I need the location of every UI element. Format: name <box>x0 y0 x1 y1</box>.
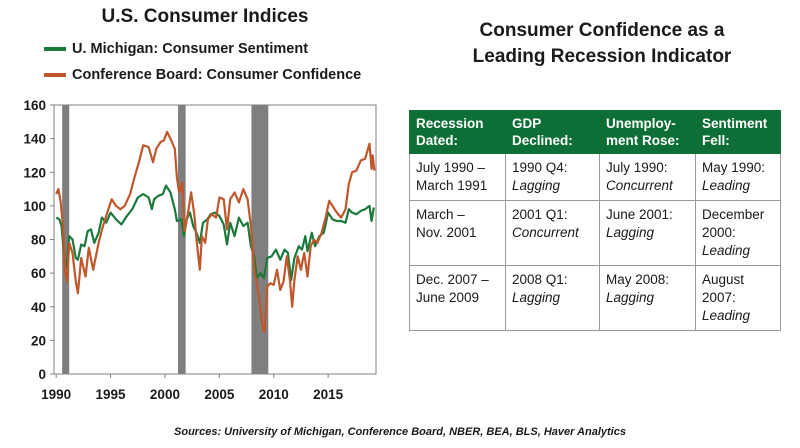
table-body: July 1990 – March 1991 1990 Q4: Lagging July… <box>409 153 781 331</box>
x-tick-label: 2015 <box>313 387 344 402</box>
table-row: March – Nov. 2001 2001 Q1: Concurrent June 2… <box>409 200 781 266</box>
cell-text: 2001 Q1: <box>512 207 568 222</box>
y-tick-label: 160 <box>23 98 46 113</box>
x-tick-label: 1990 <box>41 387 71 402</box>
table-header-cell: GDP Declined: <box>505 110 600 154</box>
cell-timing: Leading <box>702 178 751 193</box>
cell-timing: Lagging <box>512 178 561 193</box>
x-tick-label: 2010 <box>259 387 289 402</box>
cell-text: May 1990: <box>702 160 766 175</box>
y-tick-label: 0 <box>38 367 46 382</box>
series-line-conference-board <box>55 130 376 334</box>
cell-text: 2000: <box>702 225 736 240</box>
cell-text: 2008 Q1: <box>512 272 568 287</box>
header-line: ment Rose: <box>606 133 680 148</box>
table-row: Dec. 2007 – June 2009 2008 Q1: Lagging May 2… <box>409 265 781 331</box>
legend-swatch-michigan <box>44 47 66 51</box>
legend-entry-michigan: U. Michigan: Consumer Sentiment <box>44 40 308 58</box>
y-tick-label: 100 <box>23 199 46 214</box>
cell-timing: Leading <box>702 243 751 258</box>
y-tick-label: 80 <box>31 233 46 248</box>
cell-timing: Concurrent <box>606 178 673 193</box>
table-cell: June 2001: Lagging <box>599 200 696 266</box>
recession-band <box>62 105 70 374</box>
cell-text: Dec. 2007 – <box>416 272 489 287</box>
legend-label-conference-board: Conference Board: Consumer Confidence <box>72 67 362 83</box>
table-panel-title-line: Leading Recession Indicator <box>472 46 732 67</box>
table-cell: March – Nov. 2001 <box>409 200 506 266</box>
line-chart: 0 20 40 60 80 100 120 140 160 1990 1995 2000 2005 201… <box>23 98 377 402</box>
table-cell: July 1990 – March 1991 <box>409 153 506 201</box>
table-row: July 1990 – March 1991 1990 Q4: Lagging July… <box>409 153 781 201</box>
cell-text: July 1990 – <box>416 160 486 175</box>
table-cell: May 2008: Lagging <box>599 265 696 331</box>
header-line: Fell: <box>702 133 730 148</box>
cell-text: June 2009 <box>416 290 480 305</box>
table-cell: December 2000: Leading <box>695 200 781 266</box>
recession-band <box>178 105 186 374</box>
header-line: GDP <box>512 116 542 131</box>
header-line: Sentiment <box>702 116 768 131</box>
legend-label-michigan: U. Michigan: Consumer Sentiment <box>72 41 309 57</box>
series-line-michigan <box>55 184 375 281</box>
table-panel-title-line: Consumer Confidence as a <box>479 20 725 41</box>
table-cell: 1990 Q4: Lagging <box>505 153 600 201</box>
cell-text: December <box>702 207 765 222</box>
table-header-cell: Unemploy-ment Rose: <box>599 110 696 154</box>
cell-timing: Lagging <box>606 225 655 240</box>
cell-text: March – <box>416 207 465 222</box>
table-cell: August 2007: Leading <box>695 265 781 331</box>
table-cell: Dec. 2007 – June 2009 <box>409 265 506 331</box>
table-header-cell: Recession Dated: <box>409 110 506 154</box>
cell-timing: Leading <box>702 308 751 323</box>
x-tick-label: 1995 <box>96 387 127 402</box>
table-cell: July 1990: Concurrent <box>599 153 696 201</box>
header-line: Unemploy- <box>606 116 676 131</box>
cell-text: May 2008: <box>606 272 670 287</box>
table-panel-title: Consumer Confidence as a Leading Recessi… <box>412 18 792 70</box>
y-tick-label: 60 <box>31 266 46 281</box>
legend-swatch-conference-board <box>44 73 66 77</box>
header-line: Dated: <box>416 133 459 148</box>
header-line: Recession <box>416 116 484 131</box>
source-note: Sources: University of Michigan, Confere… <box>174 426 626 438</box>
y-tick-label: 120 <box>23 165 46 180</box>
table-header-row: Recession Dated: GDP Declined: Unemploy-ment… <box>409 110 781 154</box>
cell-text: Nov. 2001 <box>416 225 477 240</box>
x-tick-label: 2000 <box>150 387 180 402</box>
cell-text: July 1990: <box>606 160 668 175</box>
recession-indicator-table: Recession Dated: GDP Declined: Unemploy-ment… <box>409 110 781 331</box>
y-tick-label: 20 <box>31 333 46 348</box>
header-line: Declined: <box>512 133 573 148</box>
cell-text: June 2001: <box>606 207 673 222</box>
cell-text: March 1991 <box>416 178 488 193</box>
cell-timing: Lagging <box>606 290 655 305</box>
y-tick-label: 40 <box>31 300 46 315</box>
cell-text: 2007: <box>702 290 736 305</box>
cell-timing: Concurrent <box>512 225 579 240</box>
cell-text: August <box>702 272 745 287</box>
y-tick-label: 140 <box>23 132 46 147</box>
table-cell: 2001 Q1: Concurrent <box>505 200 600 266</box>
table-cell: May 1990: Leading <box>695 153 781 201</box>
table-header-cell: Sentiment Fell: <box>695 110 781 154</box>
plot-frame <box>53 104 377 375</box>
x-tick-label: 2005 <box>204 387 235 402</box>
chart-title: U.S. Consumer Indices <box>101 6 309 27</box>
recession-band <box>251 105 269 374</box>
table-cell: 2008 Q1: Lagging <box>505 265 600 331</box>
cell-timing: Lagging <box>512 290 561 305</box>
legend-entry-conference-board: Conference Board: Consumer Confidence <box>44 66 361 84</box>
cell-text: 1990 Q4: <box>512 160 568 175</box>
